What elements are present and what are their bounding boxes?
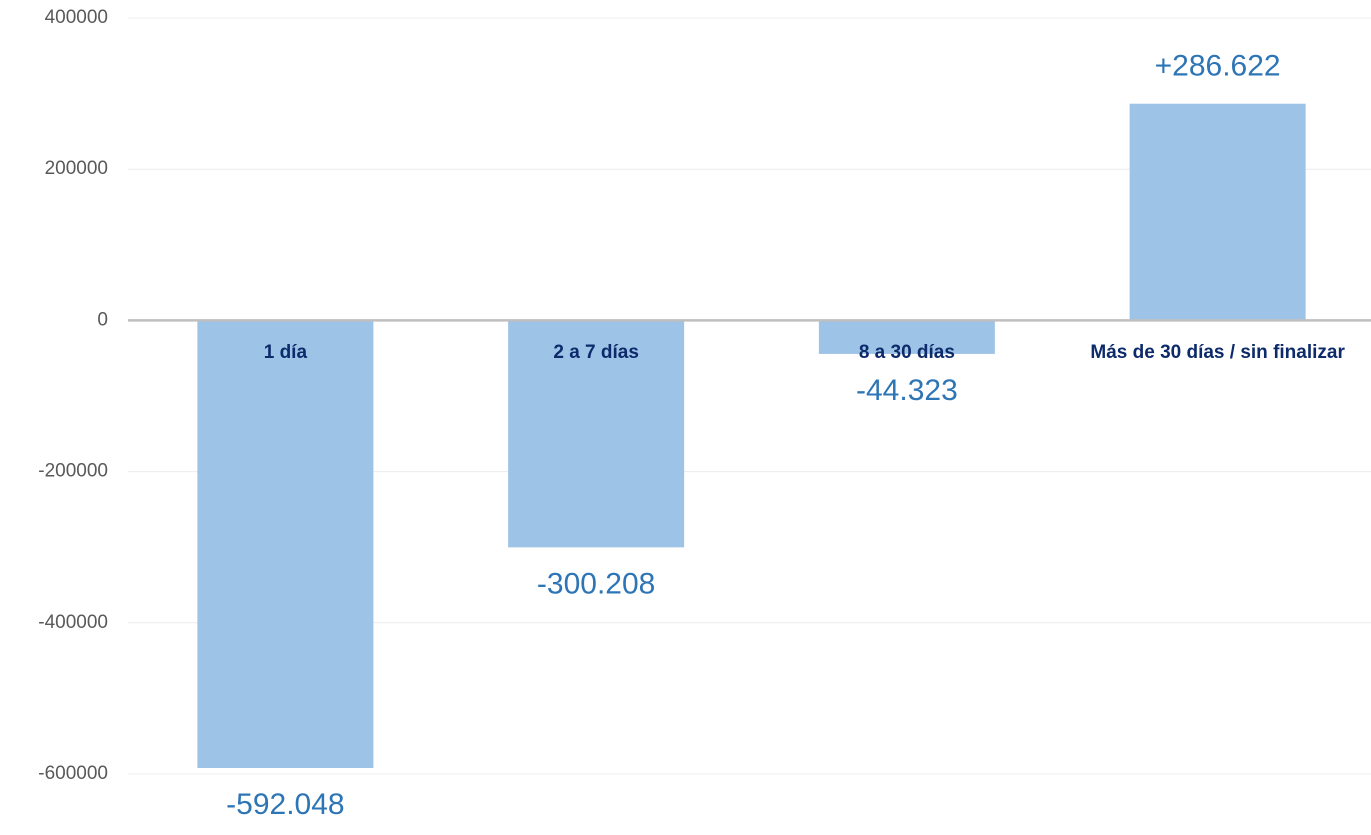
x-tick-label-box: Más de 30 días / sin finalizar: [1090, 342, 1345, 364]
bar: [508, 320, 685, 548]
bar: [1129, 103, 1306, 321]
data-label: -300.208: [537, 567, 655, 600]
y-tick-label: -600000: [38, 763, 108, 784]
x-tick-label: 2 a 7 días: [553, 342, 639, 364]
bar: [818, 320, 995, 354]
data-label: +286.622: [1155, 50, 1281, 83]
x-tick-label-box: 8 a 30 días: [858, 342, 955, 364]
x-tick-label-box: 1 día: [263, 342, 308, 364]
y-tick-label: 0: [97, 309, 108, 330]
x-tick-label: 8 a 30 días: [858, 342, 955, 364]
x-tick-label: 1 día: [263, 342, 308, 364]
y-tick-label: 200000: [45, 158, 108, 179]
y-tick-label: -400000: [38, 612, 108, 633]
bar: [197, 320, 374, 768]
data-label: -44.323: [856, 374, 958, 407]
x-tick-label-box: 2 a 7 días: [553, 342, 639, 364]
y-tick-label: 400000: [45, 7, 108, 28]
data-label: -592.048: [226, 788, 344, 821]
y-tick-label: -200000: [38, 461, 108, 482]
x-tick-label: Más de 30 días / sin finalizar: [1090, 342, 1345, 364]
